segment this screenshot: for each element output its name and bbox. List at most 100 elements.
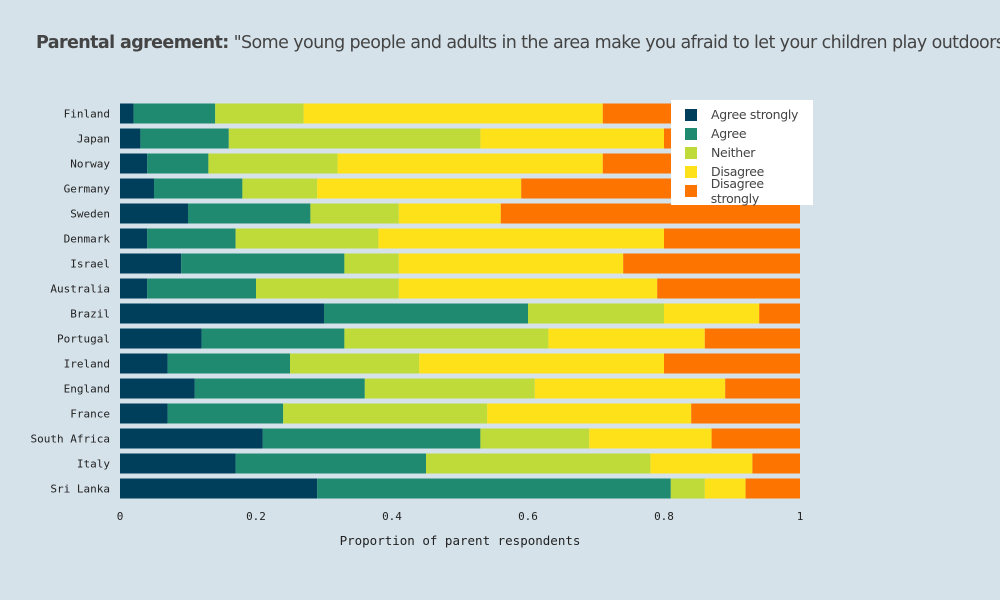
x-tick-label: 1 xyxy=(797,510,804,523)
bar-sweden-disagree-strongly xyxy=(500,203,800,224)
legend-label: Neither xyxy=(711,145,756,160)
bar-australia-disagree-strongly xyxy=(657,278,800,299)
bar-south-africa-neither xyxy=(480,428,590,449)
legend-label: Disagree strongly xyxy=(710,175,764,206)
category-label-norway: Norway xyxy=(70,158,110,171)
category-label-south-africa: South Africa xyxy=(31,433,110,446)
bar-japan-neither xyxy=(228,128,481,149)
legend-label: Agree xyxy=(711,126,747,141)
x-axis-ticks: 0 0.2 0.4 0.6 0.8 1 xyxy=(117,510,804,523)
x-tick-label: 0.2 xyxy=(246,510,266,523)
legend: Agree strongly Agree Neither Disagree Disagr… xyxy=(671,100,813,206)
x-tick-label: 0.8 xyxy=(654,510,674,523)
x-axis-label: Proportion of parent respondents xyxy=(340,533,581,548)
bar-portugal-neither xyxy=(344,328,549,349)
bar-finland-agree xyxy=(133,103,216,124)
bar-australia-agree-strongly xyxy=(120,278,148,299)
bar-denmark-disagree xyxy=(378,228,664,249)
bar-brazil-agree xyxy=(324,303,528,324)
bar-australia-agree xyxy=(147,278,256,299)
bar-england-agree xyxy=(194,378,365,399)
legend-label: Agree strongly xyxy=(711,107,799,122)
category-label-japan: Japan xyxy=(77,133,110,146)
bar-sri-lanka-disagree xyxy=(704,478,746,499)
legend-swatch xyxy=(685,127,697,140)
bar-brazil-disagree-strongly xyxy=(759,303,800,324)
bar-italy-neither xyxy=(426,453,651,474)
legend-item-disagree[interactable]: Disagree xyxy=(685,162,764,181)
bar-sri-lanka-neither xyxy=(670,478,705,499)
bar-portugal-agree-strongly xyxy=(120,328,202,349)
bar-germany-neither xyxy=(242,178,318,199)
bar-sweden-disagree xyxy=(398,203,501,224)
bar-england-neither xyxy=(364,378,535,399)
bar-england-agree-strongly xyxy=(120,378,195,399)
category-label-denmark: Denmark xyxy=(64,233,111,246)
bar-finland-agree-strongly xyxy=(120,103,134,124)
bar-france-disagree xyxy=(487,403,692,424)
chart-title: Parental agreement: "Some young people a… xyxy=(36,33,1000,53)
bar-portugal-disagree xyxy=(548,328,705,349)
bars-group xyxy=(120,103,800,499)
bar-germany-disagree xyxy=(317,178,522,199)
category-label-sweden: Sweden xyxy=(70,208,110,221)
bar-ireland-neither xyxy=(290,353,420,374)
bar-israel-neither xyxy=(344,253,399,274)
bar-south-africa-disagree-strongly xyxy=(711,428,800,449)
bar-portugal-disagree-strongly xyxy=(704,328,800,349)
category-label-england: England xyxy=(64,383,110,396)
category-label-italy: Italy xyxy=(77,458,110,471)
chart-title-bold: Parental agreement: xyxy=(36,33,229,53)
bar-sweden-neither xyxy=(310,203,399,224)
bar-brazil-disagree xyxy=(664,303,760,324)
bar-sweden-agree xyxy=(188,203,311,224)
category-label-ireland: Ireland xyxy=(64,358,110,371)
bar-brazil-agree-strongly xyxy=(120,303,324,324)
bar-england-disagree-strongly xyxy=(725,378,800,399)
category-label-france: France xyxy=(70,408,110,421)
bar-norway-agree-strongly xyxy=(120,153,148,174)
legend-item-agree-strongly[interactable]: Agree strongly xyxy=(685,105,798,124)
legend-label: Disagree xyxy=(711,164,765,179)
legend-swatch xyxy=(685,184,697,197)
category-label-finland: Finland xyxy=(64,108,110,121)
x-tick-label: 0.6 xyxy=(518,510,538,523)
bar-italy-agree-strongly xyxy=(120,453,236,474)
bar-south-africa-agree xyxy=(262,428,481,449)
legend-item-disagree-strongly[interactable]: Disagree strongly xyxy=(685,176,813,206)
bar-south-africa-disagree xyxy=(589,428,712,449)
bar-germany-agree-strongly xyxy=(120,178,154,199)
bar-japan-disagree xyxy=(480,128,664,149)
legend-item-agree[interactable]: Agree xyxy=(685,124,747,143)
chart-title-quote: "Some young people and adults in the are… xyxy=(233,33,1000,53)
bar-denmark-neither xyxy=(235,228,379,249)
x-tick-label: 0 xyxy=(117,510,124,523)
category-label-brazil: Brazil xyxy=(70,308,110,321)
bar-japan-agree xyxy=(140,128,229,149)
bar-england-disagree xyxy=(534,378,726,399)
bar-france-neither xyxy=(283,403,488,424)
legend-swatch xyxy=(685,108,697,121)
bar-israel-disagree-strongly xyxy=(623,253,800,274)
category-label-germany: Germany xyxy=(64,183,111,196)
bar-denmark-disagree-strongly xyxy=(664,228,800,249)
bar-ireland-agree-strongly xyxy=(120,353,168,374)
category-label-sri-lanka: Sri Lanka xyxy=(50,483,110,496)
legend-item-neither[interactable]: Neither xyxy=(685,143,755,162)
bar-israel-agree-strongly xyxy=(120,253,182,274)
bar-south-africa-agree-strongly xyxy=(120,428,263,449)
bar-sri-lanka-agree-strongly xyxy=(120,478,318,499)
bar-france-agree xyxy=(167,403,284,424)
bar-denmark-agree-strongly xyxy=(120,228,148,249)
bar-norway-agree xyxy=(147,153,209,174)
x-tick-label: 0.4 xyxy=(382,510,402,523)
bar-brazil-neither xyxy=(528,303,664,324)
bar-israel-agree xyxy=(181,253,345,274)
category-label-israel: Israel xyxy=(70,258,110,271)
bar-portugal-agree xyxy=(201,328,345,349)
bar-sri-lanka-disagree-strongly xyxy=(745,478,800,499)
bar-norway-disagree xyxy=(337,153,603,174)
bar-italy-disagree xyxy=(650,453,753,474)
bar-norway-neither xyxy=(208,153,338,174)
